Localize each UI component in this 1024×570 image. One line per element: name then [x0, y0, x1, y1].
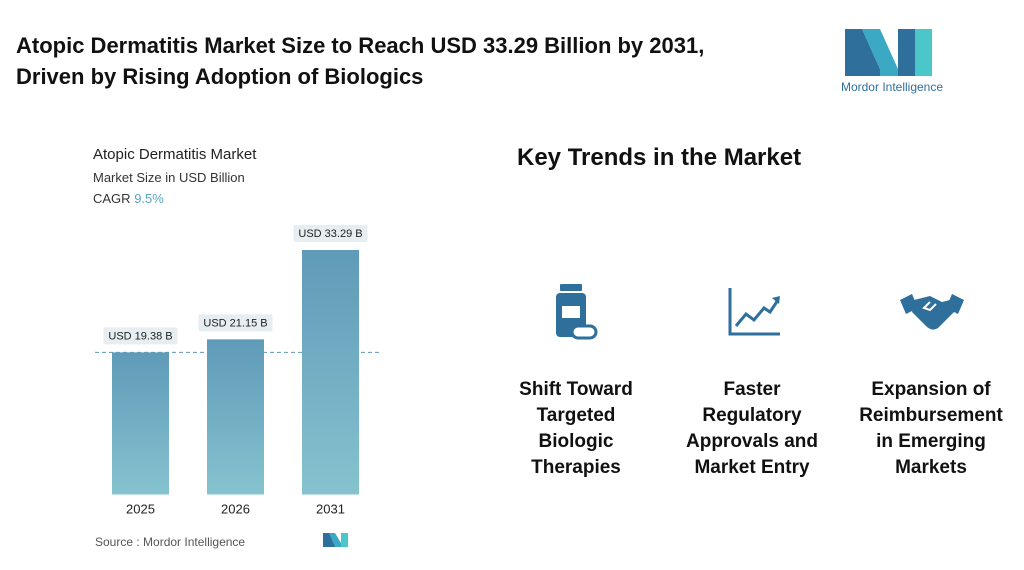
cagr-value: 9.5%	[134, 191, 164, 206]
chart: USD 19.38 B 2025 USD 21.15 B 2026 USD 33.29 …	[95, 225, 380, 516]
bar	[112, 352, 169, 495]
x-tick-label: 2025	[126, 501, 155, 516]
icon-medicine	[556, 284, 598, 340]
value-label: USD 19.38 B	[108, 330, 172, 342]
source-label: Source :	[95, 535, 140, 549]
trend-label: Faster Regulatory Approvals and Market E…	[686, 379, 818, 478]
cagr: CAGR 9.5%	[93, 191, 164, 206]
x-tick-label: 2026	[221, 501, 250, 516]
title-line: Atopic Dermatitis Market Size to Reach U…	[16, 33, 705, 58]
title-line: Driven by Rising Adoption of Biologics	[16, 64, 424, 89]
icon-growth	[728, 288, 780, 336]
trend-label: Expansion of Reimbursement in Emerging M…	[859, 379, 1003, 478]
bar	[302, 250, 359, 495]
title: Atopic Dermatitis Market Size to Reach U…	[16, 30, 704, 92]
value-label-bg	[293, 225, 368, 242]
icon-handshake	[900, 294, 964, 330]
source-name: Mordor Intelligence	[143, 535, 246, 549]
x-tick-label: 2031	[316, 501, 345, 516]
logo-text: Mordor Intelligence	[841, 80, 943, 94]
chart-title: Atopic Dermatitis Market	[93, 146, 257, 163]
bar	[207, 339, 264, 495]
value-label-bg	[198, 314, 273, 332]
source: Source : Mordor Intelligence	[95, 535, 245, 549]
value-label: USD 33.29 B	[298, 228, 362, 240]
trend-label: Shift Toward Targeted Biologic Therapies	[519, 379, 633, 478]
trends-heading: Key Trends in the Market	[517, 144, 802, 171]
chart-subtitle: Market Size in USD Billion	[93, 170, 245, 185]
logo: Mordor Intelligence	[841, 29, 943, 94]
value-label-bg	[103, 327, 178, 345]
small-logo	[323, 533, 348, 547]
cagr-label: CAGR	[93, 191, 131, 206]
value-label: USD 21.15 B	[203, 317, 267, 329]
